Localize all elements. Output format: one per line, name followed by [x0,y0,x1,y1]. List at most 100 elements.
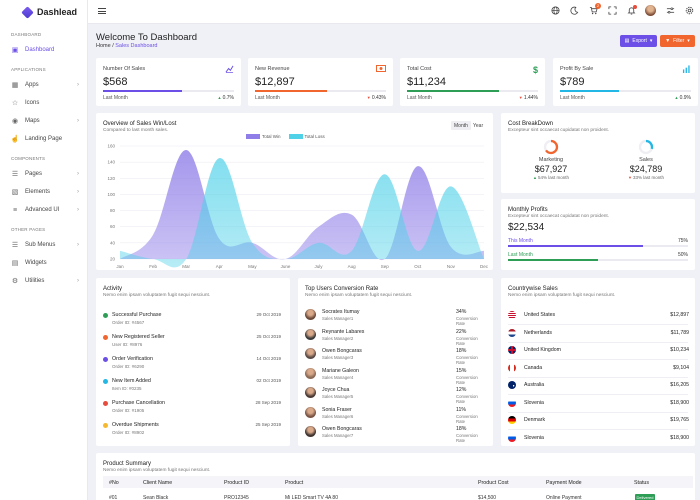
sidebar-item-advanced-ui[interactable]: ≡ Advanced UI › [0,201,87,219]
stat-delta: ▼ 0.43% [367,95,386,101]
activity-date: 29 Oct 2019 [256,312,281,317]
sidebar-item-maps[interactable]: ◉ Maps › [0,112,87,130]
table-header-cell[interactable]: Product Cost [478,480,509,486]
fullscreen-icon[interactable] [607,6,617,16]
activity-item[interactable]: Order Verification Order ID: #6290 14 Oct … [103,355,281,375]
user-row[interactable]: Sonia Fraser Sales Manager6 11% Conversion … [305,406,485,425]
country-row[interactable]: Canada $9,104 [508,362,689,379]
table-header-cell[interactable]: Product ID [224,480,250,486]
user-row[interactable]: Reynante Labares Sales Manager2 22% Convers… [305,328,485,347]
donut-label: Marketing [538,157,564,163]
user-row[interactable]: Owen Bongcaras Sales Manager3 18% Conversio… [305,347,485,366]
stat-value: $11,234 [407,76,446,88]
cart-icon[interactable]: 2 [588,2,601,16]
country-row[interactable]: Slovenia $18,900 [508,432,689,449]
table-cell: $14,500 [478,495,497,500]
activity-item[interactable]: Purchase Cancellation Order ID: #1905 28 S… [103,399,281,419]
avatar [305,309,316,320]
user-name: Sonia Fraser [322,406,352,413]
export-button[interactable]: ▤ Export ▾ [620,35,657,47]
user-avatar[interactable] [645,5,656,16]
logo[interactable]: Dashlead [0,0,87,24]
progress-fill [508,259,598,261]
donut-label: Sales [639,157,653,163]
sidebar-item-elements[interactable]: ▧ Elements › [0,183,87,201]
stat-card: Profit By Sale $789 Last Month ▲ 0.9% [553,58,698,106]
conversion-label: Conversion Rate [456,335,478,346]
gear-icon[interactable] [684,6,694,16]
country-row[interactable]: Australia $16,205 [508,379,689,396]
sidebar-item-label: Widgets [25,260,47,266]
conversion-label: Conversion Rate [456,433,478,443]
user-role: Sales Manager5 [322,394,354,399]
stat-progress-bar [103,90,234,92]
country-row[interactable]: United States $12,897 [508,309,689,326]
dollar-icon: $ [532,65,538,75]
users-title: Top Users Conversion Rate [305,286,379,292]
country-row[interactable]: Slovenia $18,900 [508,397,689,414]
si-flag-icon [508,398,516,407]
sidebar-item-landing-page[interactable]: ☝ Landing Page [0,130,87,148]
cart-badge: 2 [595,2,601,9]
filter-button[interactable]: ▼ Filter ▾ [660,35,695,47]
bell-icon[interactable] [626,4,637,16]
activity-title: Purchase Cancellation [112,400,165,406]
star-icon: ☆ [11,100,19,107]
country-row[interactable]: Netherlands $11,789 [508,327,689,344]
sidebar-item-apps[interactable]: ▦ Apps › [0,76,87,94]
table-header-cell[interactable]: Payment Mode [546,480,582,486]
activity-item[interactable]: Overdue Shipments Order ID: #8902 25 Sep 2… [103,421,281,441]
cost-breakdown-card: Cost BreakDown Excepteur sint occaecat c… [501,113,695,193]
country-sales: $18,900 [670,434,689,441]
sidebar-item-icons[interactable]: ☆ Icons [0,94,87,112]
nav-section-title: APPLICATIONS [11,67,46,72]
pointer-icon: ☝ [10,136,20,143]
country-sales: $19,765 [670,417,689,423]
sidebar-item-pages[interactable]: ☰ Pages › [0,165,87,183]
conversion-label: Conversion Rate [456,316,478,326]
table-header-cell[interactable]: #No [109,480,119,486]
activity-item[interactable]: Successful Purchase Order ID: #4567 29 Oct… [103,311,281,331]
user-row[interactable]: Socrates Itumay Sales Manager1 34% Conversi… [305,308,485,327]
user-row[interactable]: Joyce Chua Sales Manager5 12% Conversion Ra… [305,386,485,405]
country-row[interactable]: United Kingdom $10,234 [508,344,689,361]
sidebar-item-sub-menus[interactable]: ☰ Sub Menus › [0,236,87,254]
table-header-cell[interactable]: Product [285,480,304,486]
sidebar-item-widgets[interactable]: ▤ Widgets [0,254,87,272]
x-tick-label: Feb [149,264,157,269]
toggle-month[interactable]: Month [451,121,471,130]
progress-percent: 75% [677,238,688,244]
activity-item[interactable]: New Registered Seller User ID: #8976 25 Oc… [103,333,281,353]
chart-legend: Total Win Total Loss [246,134,325,140]
user-row[interactable]: Owen Bongcaras Sales Manager7 18% Conversio… [305,425,485,444]
activity-title: Order Verification [112,356,153,362]
x-tick-label: Dec [480,264,489,269]
hamburger-menu-icon[interactable] [98,8,106,14]
activity-date: 25 Sep 2019 [255,422,281,427]
chevron-right-icon: › [77,207,79,213]
topbar-icons: 2 [550,2,694,16]
divider [508,341,688,343]
sidebar-item-utilities[interactable]: ⚙ Utilities › [0,272,87,290]
conversion-label: Conversion Rate [456,374,478,385]
us-flag-icon [508,311,516,319]
toggle-year[interactable]: Year [473,122,484,129]
x-tick-label: Mar [182,264,190,269]
country-row[interactable]: Denmark $19,765 [508,414,689,431]
table-header-cell[interactable]: Client Name [143,480,173,486]
avatar [305,367,316,379]
activity-subtitle: Nemo enim ipsam voluptatem fugit sequi n… [103,293,211,298]
x-tick-label: Sep [381,264,390,269]
activity-item[interactable]: New Item Added Item ID: #0235 02 Oct 2019 [103,377,281,397]
moon-icon[interactable] [569,6,579,16]
sidebar-item-dashboard[interactable]: ▣ Dashboard [0,41,87,59]
stat-value: $568 [103,76,128,88]
breadcrumb-home[interactable]: Home [96,43,111,49]
globe-icon[interactable] [550,6,560,16]
table-header-cell[interactable]: Status [634,480,650,486]
stat-delta: ▼ 1.44% [519,95,538,101]
user-row[interactable]: Mariane Galeon Sales Manager4 15% Conversio… [305,367,485,386]
cash-icon [376,65,386,74]
caret-down-icon: ▾ [649,38,653,44]
sliders-icon[interactable] [665,6,675,16]
